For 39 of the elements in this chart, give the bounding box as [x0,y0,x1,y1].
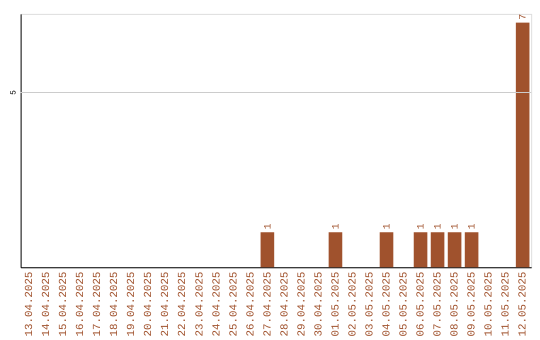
x-tick-label: 02.05.2025 [347,272,360,336]
data-label: 1 [415,223,426,230]
data-label: 7 [518,14,529,20]
x-tick-label: 26.04.2025 [245,272,258,336]
data-label: 1 [330,223,342,230]
x-tick-label: 07.05.2025 [432,272,445,336]
x-tick-label: 05.05.2025 [398,272,410,336]
x-tick-label: 18.04.2025 [109,272,122,336]
data-label: 1 [466,223,478,230]
x-tick-label: 16.04.2025 [75,272,88,336]
x-tick-label: 09.05.2025 [466,272,479,336]
x-tick-label: 27.04.2025 [262,272,274,336]
x-tick-label: 20.04.2025 [143,272,156,336]
x-tick-label: 25.04.2025 [228,272,240,336]
x-tick-label: 11.05.2025 [500,272,513,336]
x-tick-label: 10.05.2025 [484,272,496,336]
x-tick-label: 08.05.2025 [450,272,462,336]
x-tick-label: 01.05.2025 [330,272,342,336]
data-label: 1 [381,223,392,230]
x-tick-label: 04.05.2025 [381,272,394,336]
x-tick-label: 12.05.2025 [518,272,530,336]
x-tick-label: 23.04.2025 [194,272,206,336]
x-tick-label: 22.04.2025 [177,272,190,336]
x-tick-label: 24.04.2025 [211,272,224,336]
x-tick-label: 21.04.2025 [160,272,172,336]
x-tick-label: 03.05.2025 [364,272,376,336]
data-label: 1 [262,223,274,230]
x-tick-label: 14.04.2025 [41,272,54,336]
x-tick-label: 30.04.2025 [313,272,326,336]
x-tick-label: 17.04.2025 [92,272,104,336]
x-tick-label: 28.04.2025 [279,272,292,336]
ref-line-label: 5 [10,90,19,95]
x-tick-label: 15.04.2025 [58,272,70,336]
data-label: 1 [450,223,461,230]
x-tick-label: 13.04.2025 [24,272,36,336]
x-tick-label: 19.04.2025 [126,272,138,336]
x-tick-label: 29.04.2025 [296,272,308,336]
x-tick-label: 06.05.2025 [415,272,428,336]
data-label: 1 [432,223,444,230]
